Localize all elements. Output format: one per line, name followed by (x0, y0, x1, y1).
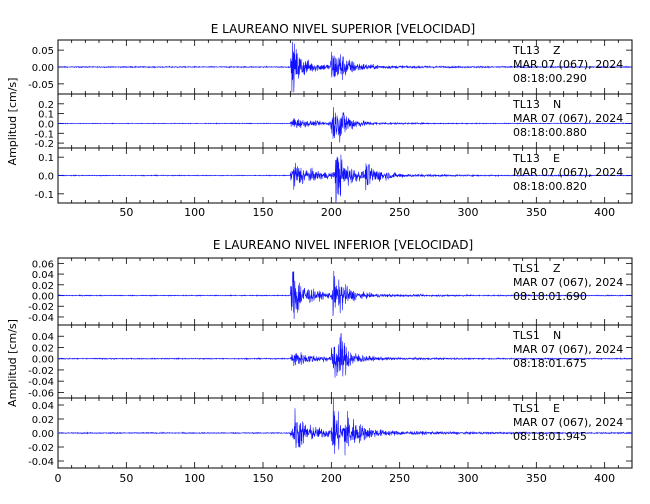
x-tick-label: 200 (321, 206, 342, 219)
chart-2: E LAUREANO NIVEL INFERIOR [VELOCIDAD] Amp… (6, 238, 633, 485)
component-code: E (553, 402, 560, 415)
y-tick-label: -0.02 (28, 443, 54, 454)
trace-time: 08:18:01.675 (513, 357, 587, 370)
y-tick-label: 0.04 (32, 270, 54, 281)
y-tick-label: -0.05 (28, 80, 54, 91)
y-tick-label: 0.02 (32, 415, 54, 426)
y-tick-label: 0.2 (38, 100, 54, 111)
trace-time: 08:18:01.945 (513, 430, 587, 443)
y-tick-label: 0.00 (32, 63, 54, 74)
y-tick-label: 0.1 (38, 153, 54, 164)
y-tick-label: 0.0 (38, 172, 54, 183)
x-tick-label: 150 (253, 472, 274, 485)
station-code: TL13 (512, 98, 540, 111)
trace-date: MAR 07 (067), 2024 (513, 112, 623, 125)
y-tick-label: -0.02 (28, 366, 54, 377)
y-tick-label: 0.00 (32, 292, 54, 303)
x-tick-label: 0 (55, 472, 62, 485)
chart-title: E LAUREANO NIVEL INFERIOR [VELOCIDAD] (213, 238, 473, 252)
component-code: N (553, 98, 561, 111)
station-code: TLS1 (512, 329, 540, 342)
y-tick-label: 0.02 (32, 281, 54, 292)
waveform-tls1-z (57, 270, 632, 320)
trace-date: MAR 07 (067), 2024 (513, 58, 623, 71)
waveform-tl13-z (58, 41, 633, 93)
y-axis-label: Amplitud [cm/s] (6, 319, 19, 407)
waveform-tls1-n (57, 333, 633, 378)
trace-time: 08:18:01.690 (513, 290, 587, 303)
waveform-tl13-n (58, 106, 633, 143)
station-code: TL13 (512, 152, 540, 165)
y-tick-label: 0.06 (32, 259, 54, 270)
x-tick-label: 350 (526, 472, 547, 485)
x-tick-label: 250 (389, 206, 410, 219)
trace-date: MAR 07 (067), 2024 (513, 276, 623, 289)
y-tick-label: 0.00 (32, 429, 54, 440)
y-tick-label: -0.1 (34, 129, 54, 140)
x-tick-label: 400 (594, 472, 615, 485)
station-code: TLS1 (512, 402, 540, 415)
trace-time: 08:18:00.880 (513, 126, 587, 139)
y-tick-label: 0.04 (32, 332, 54, 343)
x-tick-label: 300 (458, 206, 479, 219)
y-tick-label: -0.2 (34, 139, 54, 150)
x-tick-label: 350 (526, 206, 547, 219)
x-tick-label: 150 (253, 206, 274, 219)
x-tick-label: 50 (119, 472, 133, 485)
y-tick-label: -0.04 (28, 377, 54, 388)
x-tick-label: 50 (119, 206, 133, 219)
component-code: Z (553, 44, 561, 57)
x-tick-label: 100 (184, 472, 205, 485)
y-tick-label: 0.05 (32, 46, 54, 57)
y-tick-label: -0.04 (28, 457, 54, 468)
x-tick-label: 200 (321, 472, 342, 485)
chart-1: E LAUREANO NIVEL SUPERIOR [VELOCIDAD] Amp… (6, 22, 633, 219)
y-tick-label: 0.04 (32, 401, 54, 412)
station-code: TL13 (512, 44, 540, 57)
y-tick-label: -0.04 (28, 313, 54, 324)
x-tick-label: 100 (184, 206, 205, 219)
station-code: TLS1 (512, 262, 540, 275)
trace-date: MAR 07 (067), 2024 (513, 343, 623, 356)
trace-date: MAR 07 (067), 2024 (513, 416, 623, 429)
y-tick-label: 0.0 (38, 119, 54, 130)
chart-title: E LAUREANO NIVEL SUPERIOR [VELOCIDAD] (211, 22, 475, 36)
y-axis-label: Amplitud [cm/s] (6, 78, 19, 166)
y-tick-label: 0.02 (32, 343, 54, 354)
y-tick-label: -0.02 (28, 302, 54, 313)
y-tick-label: -0.06 (28, 388, 54, 399)
trace-time: 08:18:00.290 (513, 72, 587, 85)
component-code: N (553, 329, 561, 342)
y-tick-label: 0.1 (38, 110, 54, 121)
component-code: Z (553, 262, 561, 275)
x-tick-label: 400 (594, 206, 615, 219)
waveform-tls1-e (57, 397, 633, 456)
x-tick-label: 250 (389, 472, 410, 485)
trace-date: MAR 07 (067), 2024 (513, 166, 623, 179)
y-tick-label: 0.00 (32, 355, 54, 366)
component-code: E (553, 152, 560, 165)
trace-time: 08:18:00.820 (513, 180, 587, 193)
y-tick-label: -0.1 (34, 190, 54, 201)
x-tick-label: 300 (458, 472, 479, 485)
waveform-tl13-e (57, 154, 633, 204)
